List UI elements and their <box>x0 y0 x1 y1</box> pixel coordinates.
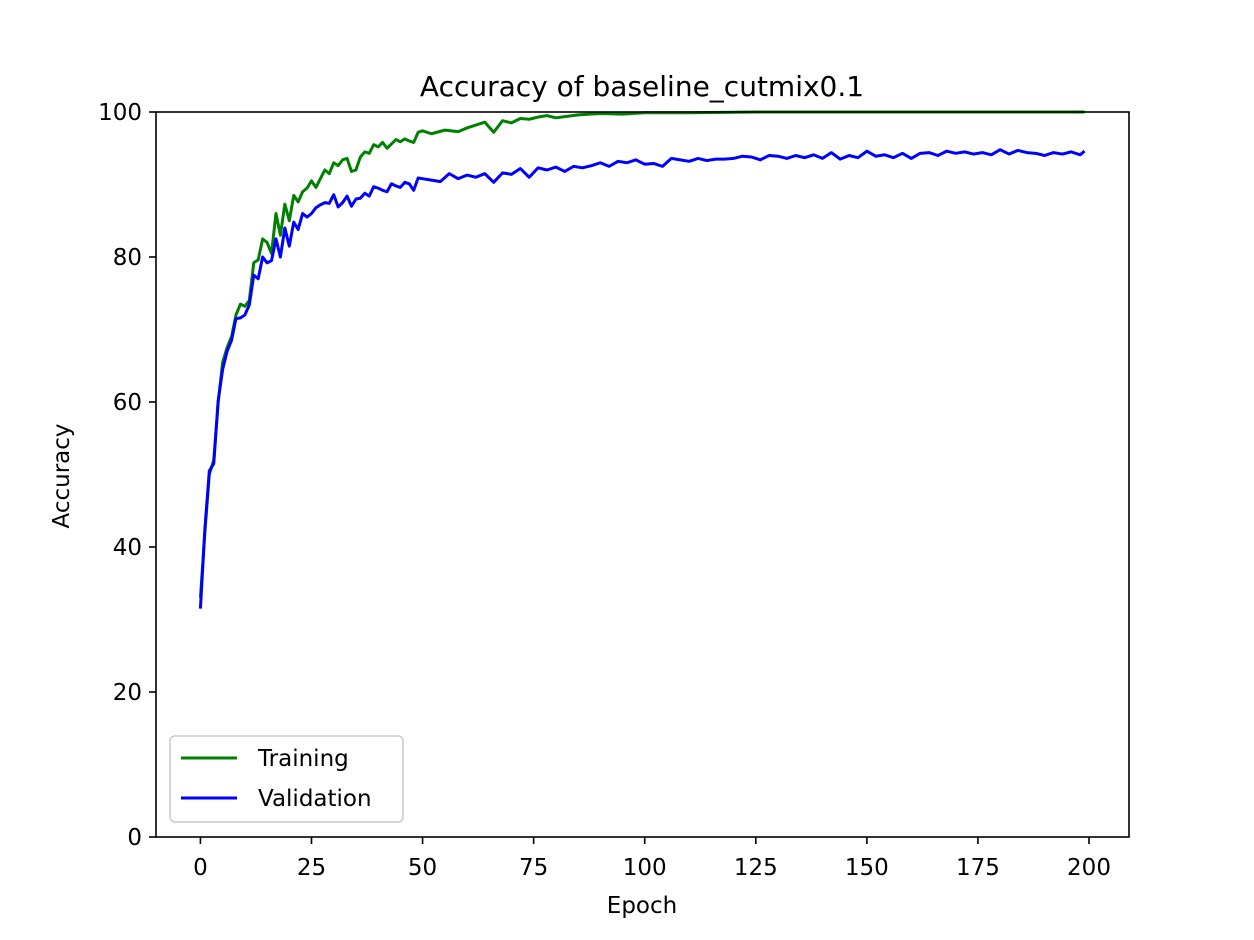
x-tick-label: 50 <box>408 855 437 881</box>
plot-area <box>198 110 1086 609</box>
series-line-training <box>198 110 1085 598</box>
legend-label-validation: Validation <box>258 786 372 812</box>
y-tick-label: 20 <box>113 680 142 706</box>
series-line-validation <box>198 148 1086 609</box>
y-tick-label: 80 <box>113 245 142 271</box>
x-tick-label: 150 <box>845 855 889 881</box>
y-tick-label: 60 <box>113 390 142 416</box>
legend: Training Validation <box>169 735 404 823</box>
x-tick-label: 200 <box>1067 855 1111 881</box>
x-tick-label: 75 <box>519 855 548 881</box>
plot-frame <box>155 111 1130 838</box>
y-axis: 0 20 40 60 80 100 <box>98 100 156 851</box>
y-tick-label: 100 <box>98 100 142 126</box>
y-axis-label: Accuracy <box>49 423 75 528</box>
x-axis: 0 25 50 75 100 125 150 175 200 <box>193 837 1111 881</box>
chart-title: Accuracy of baseline_cutmix0.1 <box>420 70 864 103</box>
x-tick-label: 125 <box>734 855 778 881</box>
x-tick-label: 175 <box>956 855 1000 881</box>
x-tick-label: 100 <box>623 855 667 881</box>
x-tick-label: 0 <box>193 855 208 881</box>
x-tick-label: 25 <box>297 855 326 881</box>
legend-label-training: Training <box>257 746 349 772</box>
y-tick-label: 0 <box>127 825 142 851</box>
x-axis-label: Epoch <box>607 893 677 919</box>
y-tick-label: 40 <box>113 535 142 561</box>
